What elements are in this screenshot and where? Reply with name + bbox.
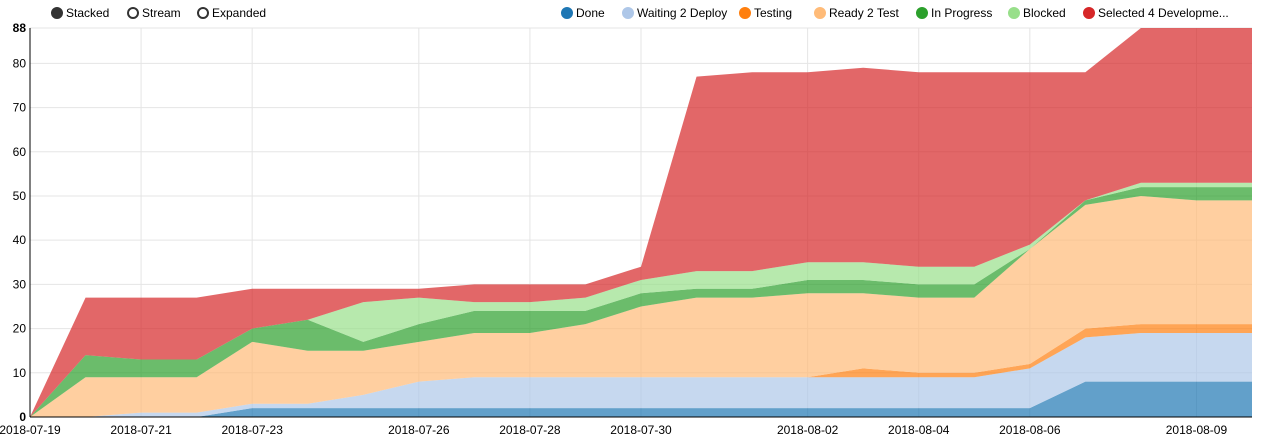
legend-swatch-icon [561,7,573,19]
area-series-selected-4-developme[interactable] [30,28,1252,417]
y-tick-label: 80 [13,56,27,70]
y-tick-label: 40 [13,233,27,247]
legend-item-in-progress[interactable]: In Progress [916,6,993,20]
legend-label: In Progress [931,6,992,20]
control-label: Stacked [66,6,109,20]
legend-label: Testing [754,6,792,20]
x-tick-label: 2018-08-09 [1166,423,1228,437]
control-radio-icon [51,7,63,19]
y-tick-label: 10 [13,366,27,380]
x-tick-label: 2018-07-30 [610,423,672,437]
legend-item-done[interactable]: Done [561,6,606,20]
legend-item-waiting-2-deploy[interactable]: Waiting 2 Deploy [622,6,728,20]
control-stream[interactable]: Stream [127,6,181,20]
y-tick-label: 88 [13,21,27,35]
area-series-waiting-2-deploy[interactable] [30,333,1252,417]
legend-item-blocked[interactable]: Blocked [1008,6,1066,20]
legend-swatch-icon [916,7,928,19]
legend-label: Waiting 2 Deploy [637,6,727,20]
legend-swatch-icon [739,7,751,19]
y-tick-label: 70 [13,101,27,115]
x-tick-label: 2018-08-04 [888,423,950,437]
chart-style-controls: Stacked Stream Expanded [51,6,266,20]
y-tick-label: 60 [13,145,27,159]
legend-item-selected-4-developme[interactable]: Selected 4 Developme... [1083,6,1229,20]
x-tick-label: 2018-07-23 [221,423,283,437]
control-radio-icon [127,7,139,19]
area-series-testing[interactable] [30,324,1252,417]
legend-swatch-icon [1083,7,1095,19]
legend-label: Ready 2 Test [829,6,899,20]
chart-axes: 0 10 20 30 40 50 60 70 80 88 2018-07-19 2018-07-21 2… [0,21,1252,437]
y-tick-label: 30 [13,277,27,291]
control-stacked[interactable]: Stacked [51,6,109,20]
legend-swatch-icon [622,7,634,19]
x-tick-label: 2018-07-21 [110,423,172,437]
x-tick-label: 2018-07-19 [0,423,61,437]
legend-label: Selected 4 Developme... [1098,6,1229,20]
chart-areas [30,28,1252,417]
x-tick-label: 2018-07-26 [388,423,450,437]
y-tick-label: 50 [13,189,27,203]
control-radio-icon [197,7,209,19]
control-label: Stream [142,6,181,20]
chart-legend: Done Waiting 2 Deploy Testing Ready 2 Test I… [561,6,1229,20]
legend-item-testing[interactable]: Testing [739,6,793,20]
x-tick-label: 2018-08-06 [999,423,1061,437]
area-series-in-progress[interactable] [30,187,1252,417]
legend-swatch-icon [1008,7,1020,19]
control-label: Expanded [212,6,266,20]
x-tick-label: 2018-08-02 [777,423,839,437]
x-tick-label: 2018-07-28 [499,423,561,437]
legend-label: Blocked [1023,6,1066,20]
control-expanded[interactable]: Expanded [197,6,266,20]
legend-item-ready-2-test[interactable]: Ready 2 Test [814,6,900,20]
legend-swatch-icon [814,7,826,19]
y-tick-label: 20 [13,322,27,336]
y-tick-label: 0 [19,410,26,424]
legend-label: Done [576,6,605,20]
